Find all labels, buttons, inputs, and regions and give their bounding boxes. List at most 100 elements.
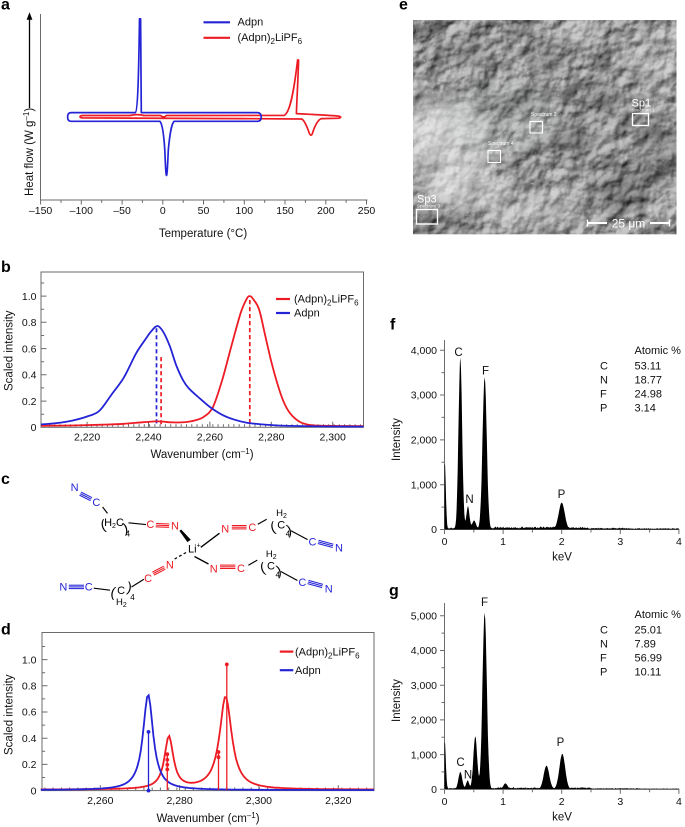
svg-text:0.8: 0.8 [22,317,37,329]
svg-text:3,000: 3,000 [411,390,437,402]
svg-text:keV: keV [552,811,572,823]
svg-text:C: C [277,520,285,532]
svg-text:Wavenumber (cm–1): Wavenumber (cm–1) [150,447,253,462]
svg-text:C: C [248,522,256,534]
svg-text:C: C [85,581,93,593]
svg-text:N: N [221,524,229,536]
svg-text:4: 4 [130,593,135,602]
svg-text:2,300: 2,300 [320,432,346,444]
svg-text:3,000: 3,000 [411,680,437,692]
svg-text:2,280: 2,280 [166,795,192,807]
svg-text:1,000: 1,000 [411,479,437,491]
svg-text:C: C [146,519,154,531]
svg-text:1: 1 [500,536,506,548]
svg-text:2,240: 2,240 [135,432,161,444]
svg-text:0: 0 [31,785,37,797]
svg-text:Sp3: Sp3 [417,194,437,206]
svg-text:0.4: 0.4 [22,370,37,382]
svg-text:4: 4 [126,530,131,539]
svg-text:N: N [210,564,218,576]
svg-text:Atomic %: Atomic % [635,609,682,621]
svg-text:N: N [166,559,174,571]
svg-text:H2: H2 [116,597,127,609]
svg-text:0: 0 [31,422,37,434]
svg-text:1,000: 1,000 [411,749,437,761]
svg-text:Spectrum 4: Spectrum 4 [488,141,514,147]
svg-text:F: F [481,597,488,609]
svg-text:4: 4 [286,530,291,539]
svg-text:5,000: 5,000 [411,611,437,623]
svg-text:C: C [309,536,317,548]
svg-text:2,260: 2,260 [197,432,223,444]
svg-text:150: 150 [276,205,294,217]
svg-text:0: 0 [442,796,448,808]
svg-text:0: 0 [442,536,448,548]
svg-text:Atomic %: Atomic % [635,345,682,357]
svg-text:2: 2 [559,796,565,808]
svg-text:7.89: 7.89 [635,638,656,650]
svg-text:P: P [558,489,566,501]
svg-text:1: 1 [500,796,506,808]
svg-text:N: N [464,770,472,782]
svg-text:0.6: 0.6 [22,707,37,719]
svg-text:F: F [600,388,607,400]
svg-text:P: P [600,666,607,678]
svg-text:P: P [600,402,607,414]
svg-text:2,000: 2,000 [411,715,437,727]
svg-text:e: e [399,0,408,13]
svg-text:): ) [121,519,129,536]
svg-text:2,260: 2,260 [87,795,113,807]
svg-text:0: 0 [431,524,437,536]
svg-text:24.98: 24.98 [635,388,663,400]
svg-text:N: N [600,638,608,650]
svg-text:Intensity: Intensity [391,679,403,722]
svg-text:C: C [144,573,152,585]
svg-text:0.4: 0.4 [22,733,37,745]
svg-text:c: c [1,471,10,488]
svg-text:3: 3 [617,796,623,808]
svg-text:N: N [325,583,333,595]
svg-text:2,220: 2,220 [74,432,100,444]
svg-text:H2: H2 [266,549,277,561]
svg-text:N: N [465,494,473,506]
svg-text:–100: –100 [70,205,94,217]
svg-text:C: C [267,560,275,572]
svg-text:Adpn: Adpn [238,16,264,28]
svg-text:d: d [1,622,11,639]
svg-text:2: 2 [559,536,565,548]
svg-text:C: C [600,624,608,636]
svg-text:1.0: 1.0 [22,291,37,303]
svg-text:H2C: H2C [104,517,124,530]
svg-text:(: ( [99,516,107,533]
svg-text:N: N [600,374,608,386]
svg-text:2,320: 2,320 [325,795,351,807]
svg-text:10.11: 10.11 [635,666,662,678]
svg-text:(Adpn)2LiPF6: (Adpn)2LiPF6 [238,32,303,46]
svg-text:Adpn: Adpn [294,308,320,320]
svg-text:0: 0 [160,205,166,217]
svg-text:Spectrum 1: Spectrum 1 [632,108,656,113]
svg-text:Wavenumber (cm–1): Wavenumber (cm–1) [156,811,259,826]
svg-text:0.2: 0.2 [22,759,37,771]
svg-text:(: ( [268,518,277,535]
svg-text:3.14: 3.14 [635,402,656,414]
svg-text:): ) [285,521,293,538]
svg-text:a: a [1,0,10,13]
svg-text:C: C [117,585,125,597]
svg-text:25 μm: 25 μm [612,217,646,231]
svg-text:1.0: 1.0 [22,654,37,666]
svg-text:(: ( [258,559,267,576]
svg-text:0.2: 0.2 [22,396,37,408]
svg-text:4: 4 [275,570,280,579]
svg-text:Temperature (°C): Temperature (°C) [159,228,247,240]
svg-text:P: P [557,737,565,749]
svg-text:): ) [275,562,283,579]
svg-text:4,000: 4,000 [411,345,437,357]
svg-text:250: 250 [358,205,376,217]
svg-text:Intensity: Intensity [391,418,403,461]
svg-text:g: g [389,583,399,600]
svg-text:N: N [171,520,179,532]
svg-text:–50: –50 [113,205,131,217]
svg-text:F: F [482,366,489,378]
svg-text:F: F [600,652,607,664]
